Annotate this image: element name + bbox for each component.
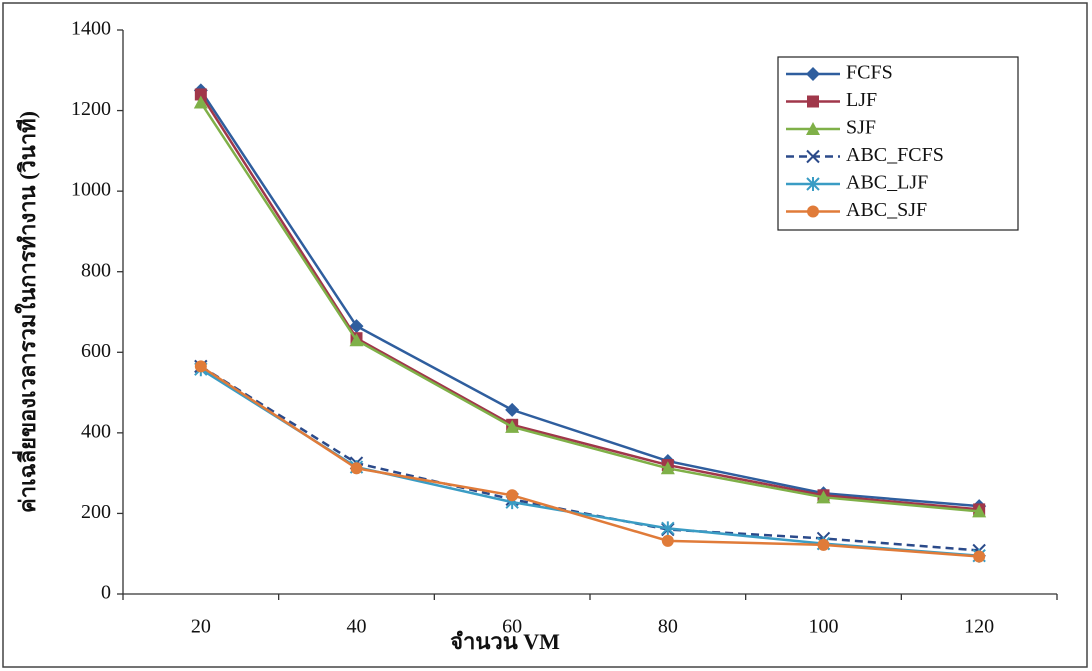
legend-marker [806, 149, 820, 164]
legend-label: FCFS [846, 62, 893, 84]
data-point [193, 95, 208, 109]
series-line [200, 365, 980, 552]
y-tick-label: 0 [101, 582, 111, 604]
y-tick-label: 400 [81, 420, 111, 442]
data-point [194, 360, 207, 373]
y-tick-label: 600 [81, 340, 111, 362]
data-point [661, 521, 675, 536]
data-point [816, 490, 831, 504]
y-tick-label: 800 [81, 259, 111, 281]
data-point [349, 333, 364, 347]
data-point [660, 461, 675, 475]
data-point [506, 489, 519, 502]
series-line [200, 365, 980, 558]
series-line [199, 93, 980, 511]
y-tick-label: 200 [81, 501, 111, 523]
legend-marker [807, 205, 819, 218]
series-line [199, 101, 980, 513]
legend-label: ABC_LJF [846, 172, 928, 194]
legend-label: ABC_FCFS [846, 144, 944, 166]
legend-label: ABC_SJF [846, 199, 927, 221]
y-tick-label: 1000 [71, 179, 111, 201]
x-tick-label: 120 [964, 616, 994, 638]
series-line [200, 368, 980, 557]
data-point [349, 319, 364, 334]
x-tick-label: 100 [809, 616, 839, 638]
legend [777, 56, 1019, 231]
x-tick-label: 40 [347, 616, 367, 638]
x-axis-label: จำนวน VM [450, 629, 560, 654]
y-tick-label: 1200 [71, 98, 111, 120]
legend-marker [806, 122, 820, 135]
data-point [505, 419, 520, 433]
legend-marker [806, 177, 820, 191]
legend-marker [807, 95, 819, 108]
data-point [350, 462, 363, 475]
series-line [199, 89, 980, 508]
legend-marker [806, 67, 820, 81]
data-point [972, 504, 987, 518]
x-tick-label: 60 [502, 616, 522, 638]
x-tick-label: 80 [658, 616, 678, 638]
x-tick-label: 20 [191, 616, 211, 638]
y-tick-label: 1400 [71, 18, 111, 40]
data-point [505, 402, 520, 417]
data-point [973, 550, 986, 563]
data-point [194, 88, 207, 101]
data-point [661, 534, 674, 547]
legend-label: SJF [846, 117, 876, 139]
legend-label: LJF [846, 89, 877, 111]
data-point [817, 538, 830, 551]
y-axis-label: ค่าเฉลี่ยของเวลารวมในการทำงาน (วินาที) [11, 111, 40, 513]
